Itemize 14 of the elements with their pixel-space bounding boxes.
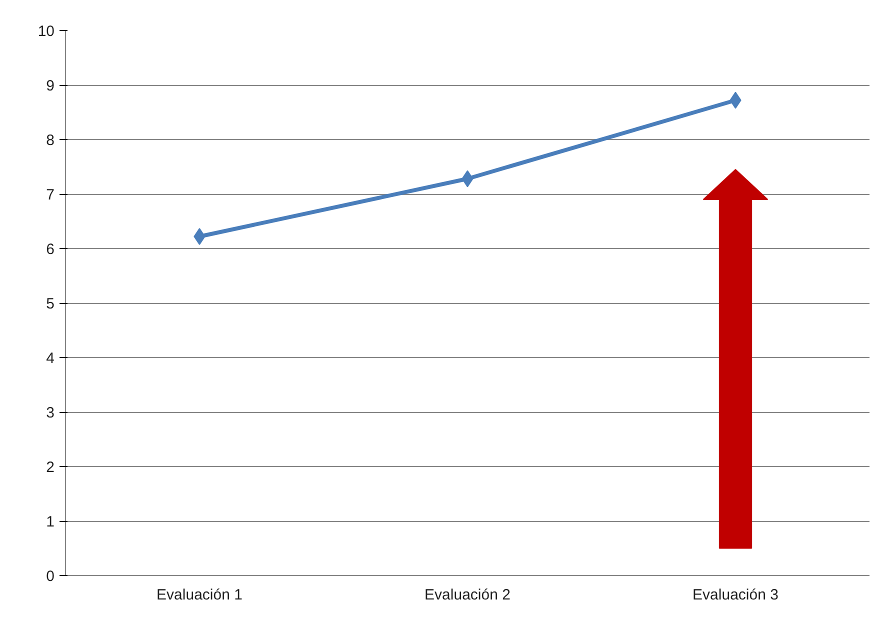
y-tick-label: 0	[46, 568, 54, 585]
y-tick-label: 1	[46, 514, 54, 530]
y-tick-label: 10	[38, 23, 55, 40]
y-tick-label: 6	[46, 241, 54, 258]
y-tick-label: 7	[46, 186, 54, 204]
y-tick-label: 2	[46, 459, 54, 476]
y-tick-label: 8	[46, 132, 54, 149]
y-tick-label: 4	[46, 350, 54, 367]
y-tick-label: 3	[46, 404, 54, 422]
y-tick-label: 5	[46, 296, 54, 312]
y-tick-label: 9	[46, 78, 54, 94]
x-tick-label: Evaluación 2	[424, 586, 510, 604]
x-tick-label: Evaluación 1	[156, 586, 242, 604]
x-tick-label: Evaluación 3	[692, 586, 778, 604]
